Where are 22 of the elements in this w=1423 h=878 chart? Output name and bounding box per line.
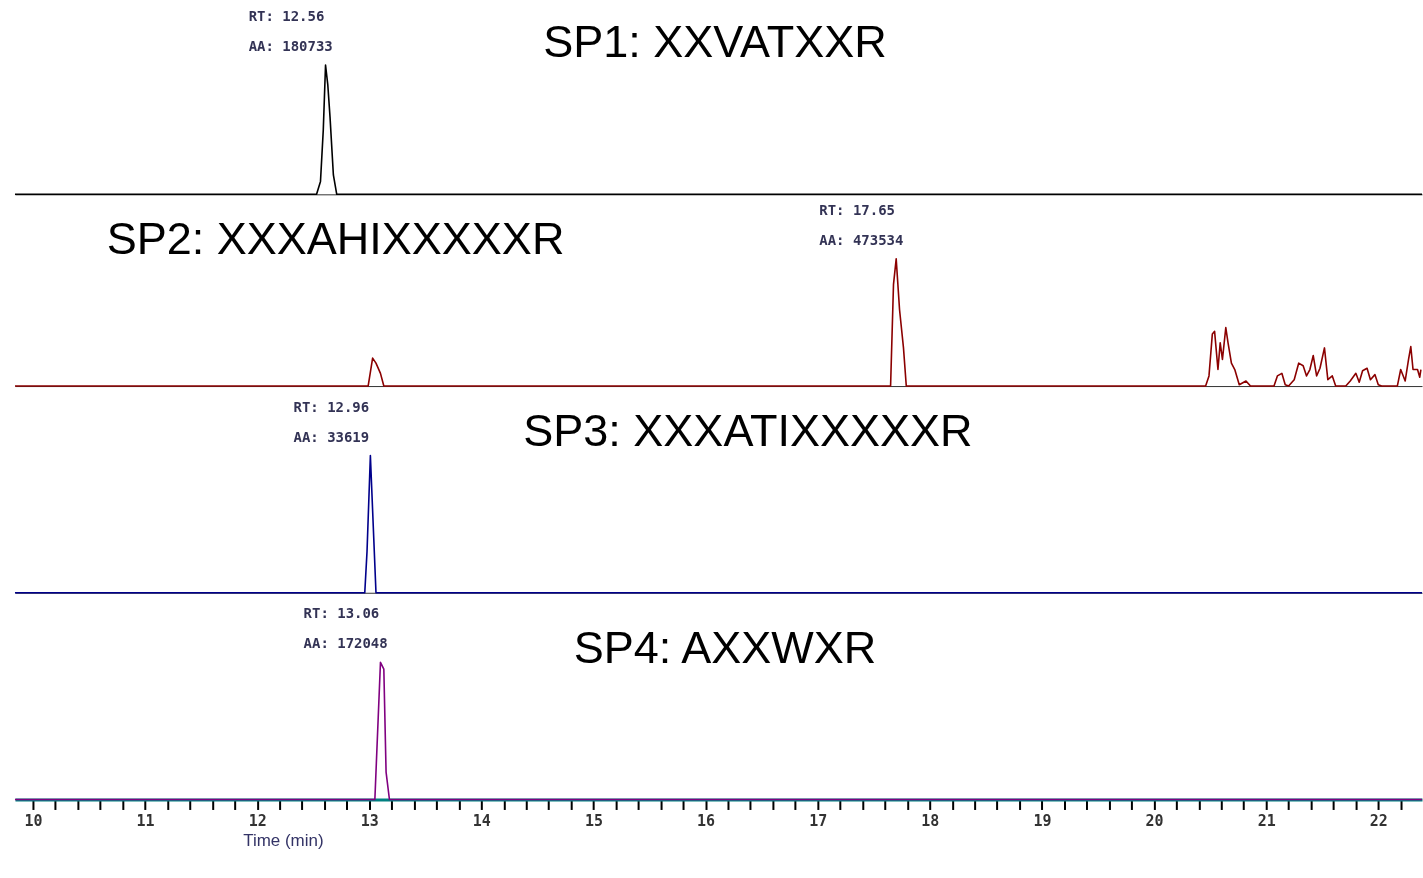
x-tick-label: 13 bbox=[360, 811, 379, 830]
annotation: RT: 12.56 AA: 180733 bbox=[248, 8, 333, 55]
x-tick-label: 10 bbox=[24, 811, 43, 830]
x-tick-label: 19 bbox=[1033, 811, 1052, 830]
annotation: RT: 17.65 AA: 473534 bbox=[819, 201, 904, 248]
x-tick-label: 20 bbox=[1145, 811, 1164, 830]
x-axis-title: Time (min) bbox=[243, 830, 324, 850]
x-tick-label: 17 bbox=[809, 811, 828, 830]
x-tick-label: 15 bbox=[584, 811, 603, 830]
chart-title: SP4: AXXWXR bbox=[573, 621, 877, 673]
annotation: RT: 13.06 AA: 172048 bbox=[303, 605, 388, 652]
x-tick-label: 22 bbox=[1369, 811, 1388, 830]
chart-title: SP2: XXXAHIXXXXXR bbox=[106, 213, 565, 265]
annotation: RT: 12.96 AA: 33619 bbox=[293, 398, 370, 445]
x-tick-label: 21 bbox=[1257, 811, 1276, 830]
x-tick-label: 14 bbox=[472, 811, 491, 830]
x-tick-label: 18 bbox=[921, 811, 940, 830]
x-tick-label: 16 bbox=[697, 811, 716, 830]
chart-title: SP3: XXXATIXXXXXR bbox=[523, 404, 973, 456]
chart-title: SP1: XXVATXXR bbox=[543, 15, 887, 67]
x-tick-label: 12 bbox=[248, 811, 267, 830]
x-tick-label: 11 bbox=[136, 811, 155, 830]
